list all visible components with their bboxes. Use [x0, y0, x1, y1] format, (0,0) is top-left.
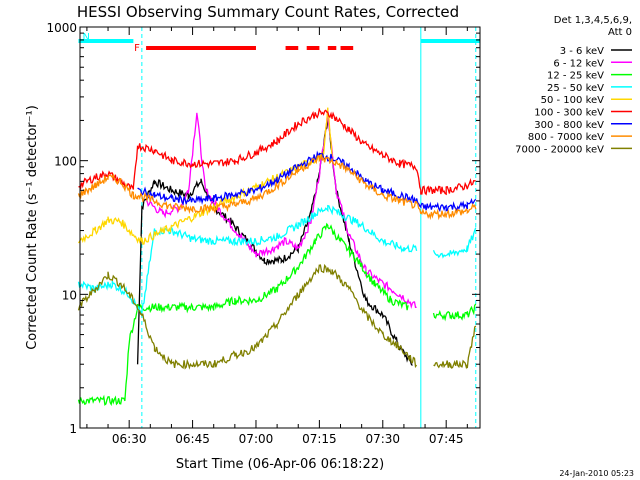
legend-entry-label: 12 - 25 keV	[547, 71, 604, 82]
y-axis-label: Corrected Count Rate (s⁻¹ detector⁻¹)	[25, 105, 40, 350]
y-tick-label: 10	[62, 288, 77, 302]
plot-area: FN	[77, 27, 480, 428]
x-tick-label: 06:30	[112, 432, 147, 446]
timestamp: 24-Jan-2010 05:23	[559, 469, 634, 478]
flag-label-n: N	[82, 32, 89, 43]
series-line-7	[77, 153, 477, 221]
legend-entry-label: 7000 - 20000 keV	[515, 144, 604, 155]
legend-header: Att 0	[608, 27, 632, 38]
x-tick-label: 07:15	[302, 432, 337, 446]
x-tick-label: 06:45	[175, 432, 210, 446]
x-tick-label: 07:30	[365, 432, 400, 446]
series-line-5	[78, 108, 476, 196]
legend-entry-label: 300 - 800 keV	[534, 120, 604, 131]
legend-entry-label: 50 - 100 keV	[541, 95, 605, 106]
legend-entry-label: 100 - 300 keV	[534, 108, 604, 119]
x-axis-label: Start Time (06-Apr-06 06:18:22)	[176, 457, 384, 472]
flag-label-f: F	[134, 43, 140, 54]
legend-entry-label: 6 - 12 keV	[553, 58, 604, 69]
legend-header: Det 1,3,4,5,6,9,	[554, 15, 632, 26]
series-line-3	[77, 204, 477, 314]
x-tick-label: 07:00	[239, 432, 274, 446]
x-axis: 06:30 06:45 07:00 07:15 07:30 07:45	[86, 27, 468, 446]
y-axis: 1 10 100 1000	[46, 21, 480, 436]
y-tick-label: 100	[54, 155, 77, 169]
legend-entry-label: 800 - 7000 keV	[528, 132, 604, 143]
y-tick-label: 1	[69, 422, 77, 436]
legend-entry-label: 25 - 50 keV	[547, 83, 604, 94]
series-line-4	[77, 107, 333, 245]
chart-title: HESSI Observing Summary Count Rates, Cor…	[77, 3, 459, 21]
series-line-8	[77, 263, 477, 370]
legend-entry-label: 3 - 6 keV	[560, 46, 604, 57]
series-line-1	[145, 108, 417, 310]
series-line-6	[137, 150, 477, 213]
series-line-0	[136, 117, 413, 366]
x-tick-label: 07:45	[429, 432, 464, 446]
series-line-2	[77, 222, 477, 407]
y-tick-label: 1000	[46, 21, 77, 35]
plot-frame	[79, 26, 481, 429]
